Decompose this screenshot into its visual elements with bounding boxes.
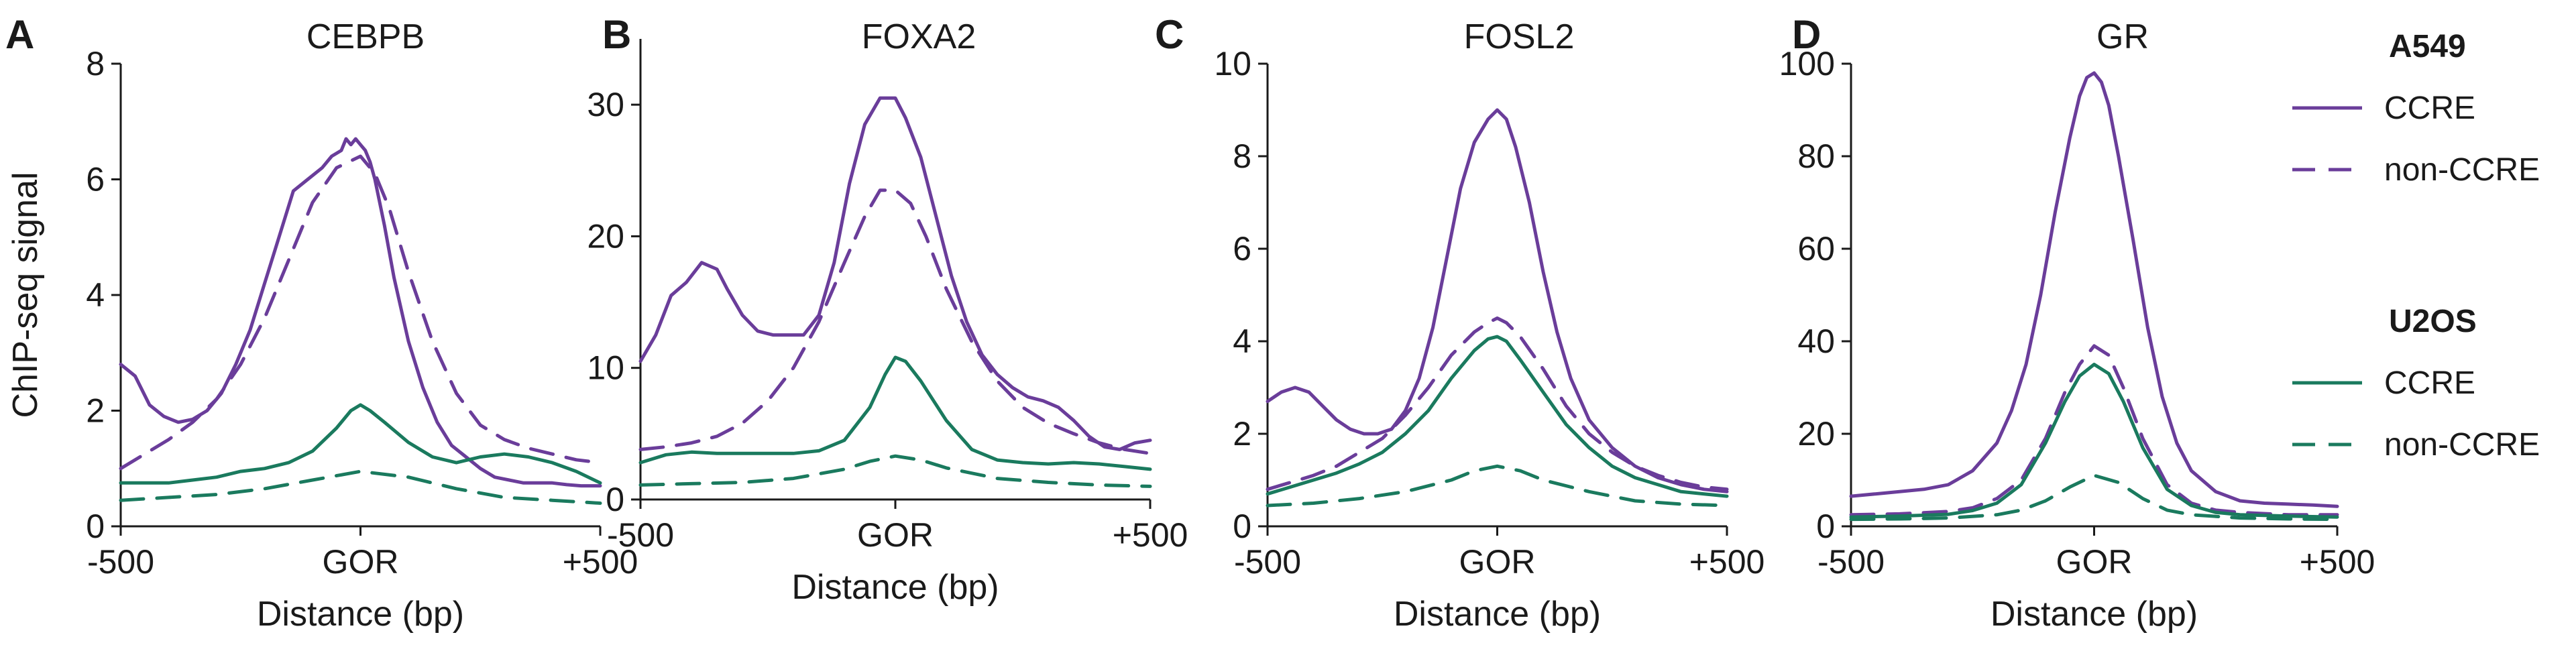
x-tick-label: -500 (607, 516, 674, 554)
panel-letter: A (5, 12, 34, 57)
y-tick-label: 100 (1779, 45, 1835, 82)
y-tick-label: 0 (1233, 508, 1251, 545)
panel-c: C FOSL2 0 2 4 6 8 10 -500 GOR +500 Distance (bp) (1155, 12, 1765, 634)
x-tick-label: +500 (2300, 543, 2375, 581)
legend-item-label: non-CCRE (2384, 427, 2540, 463)
y-tick-label: 4 (1233, 322, 1251, 360)
y-tick-label: 80 (1797, 137, 1835, 175)
x-axis-label: Distance (bp) (791, 568, 999, 607)
series-line-a549-ccre (1266, 108, 1729, 493)
series-line-u2os-non-ccre (1266, 464, 1729, 508)
legend-group-title: U2OS (2389, 304, 2477, 339)
series-line-a549-non-ccre (1266, 316, 1729, 491)
x-tick-label: +500 (563, 543, 638, 581)
x-tick-label: -500 (1817, 543, 1885, 581)
x-tick-label: -500 (87, 543, 154, 581)
panel-letter: B (602, 12, 631, 57)
x-axis-label: Distance (bp) (257, 595, 464, 634)
x-axis-label: Distance (bp) (1394, 595, 1601, 634)
y-tick-label: 10 (587, 349, 624, 387)
y-tick-label: 4 (86, 276, 105, 314)
panel-title: CEBPB (306, 17, 425, 56)
series-line-a549-ccre (1849, 71, 2339, 508)
y-tick-label: 2 (86, 392, 105, 430)
legend-item-label: non-CCRE (2384, 152, 2540, 188)
panel-letter: C (1155, 12, 1184, 57)
panel-letter: D (1792, 12, 1821, 57)
panel-title: FOXA2 (862, 17, 976, 56)
y-tick-label: 10 (1214, 45, 1251, 82)
series-line-u2os-non-ccre (119, 469, 602, 505)
series-line-a549-ccre (119, 137, 602, 488)
y-tick-label: 6 (1233, 230, 1251, 268)
y-tick-label: 30 (587, 86, 624, 123)
y-tick-label: 0 (1816, 508, 1835, 545)
y-axis-label: ChIP-seq signal (6, 172, 45, 418)
legend-item-label: CCRE (2384, 365, 2475, 401)
panel-d: D GR 0 20 40 60 80 100 -500 GOR +500 Distance (bp) (1779, 12, 2375, 634)
x-tick-label: GOR (1459, 543, 1536, 581)
x-axis-label: Distance (bp) (1991, 595, 2198, 634)
series-line-u2os-ccre (119, 403, 602, 485)
x-tick-label: +500 (1689, 543, 1765, 581)
x-tick-label: GOR (857, 516, 934, 554)
series-line-u2os-ccre (638, 355, 1152, 471)
series-line-a549-ccre (638, 96, 1152, 451)
series-line-u2os-non-ccre (638, 454, 1152, 488)
series-line-u2os-ccre (1266, 335, 1729, 498)
legend: A549 CCRE non-CCRE U2OS CCRE non-CCRE (2292, 29, 2540, 463)
y-tick-label: 2 (1233, 415, 1251, 453)
series-line-u2os-ccre (1849, 363, 2339, 519)
x-tick-label: GOR (323, 543, 399, 581)
legend-group-title: A549 (2389, 29, 2466, 64)
y-tick-label: 0 (606, 481, 624, 518)
series-line-a549-non-ccre (1849, 344, 2339, 517)
y-tick-label: 8 (1233, 137, 1251, 175)
y-tick-label: 20 (1797, 415, 1835, 453)
x-tick-label: +500 (1113, 516, 1188, 554)
legend-item-label: CCRE (2384, 91, 2475, 126)
series-line-a549-non-ccre (119, 154, 602, 471)
panel-title: GR (2096, 17, 2149, 56)
x-tick-label: -500 (1234, 543, 1301, 581)
y-tick-label: 60 (1797, 230, 1835, 268)
panel-b: B FOXA2 0 10 20 30 -500 GOR +500 Distance (bp) (587, 12, 1188, 607)
y-tick-label: 20 (587, 217, 624, 255)
series-line-u2os-non-ccre (1849, 473, 2339, 522)
series-line-a549-non-ccre (638, 188, 1152, 455)
panel-title: FOSL2 (1464, 17, 1575, 56)
y-tick-label: 0 (86, 508, 105, 545)
y-tick-label: 6 (86, 161, 105, 198)
y-tick-label: 40 (1797, 322, 1835, 360)
y-tick-label: 8 (86, 45, 105, 82)
x-tick-label: GOR (2056, 543, 2133, 581)
panel-a: A CEBPB 0 2 4 6 8 -500 GOR +500 Distance (bp) ChIP-… (5, 12, 638, 634)
